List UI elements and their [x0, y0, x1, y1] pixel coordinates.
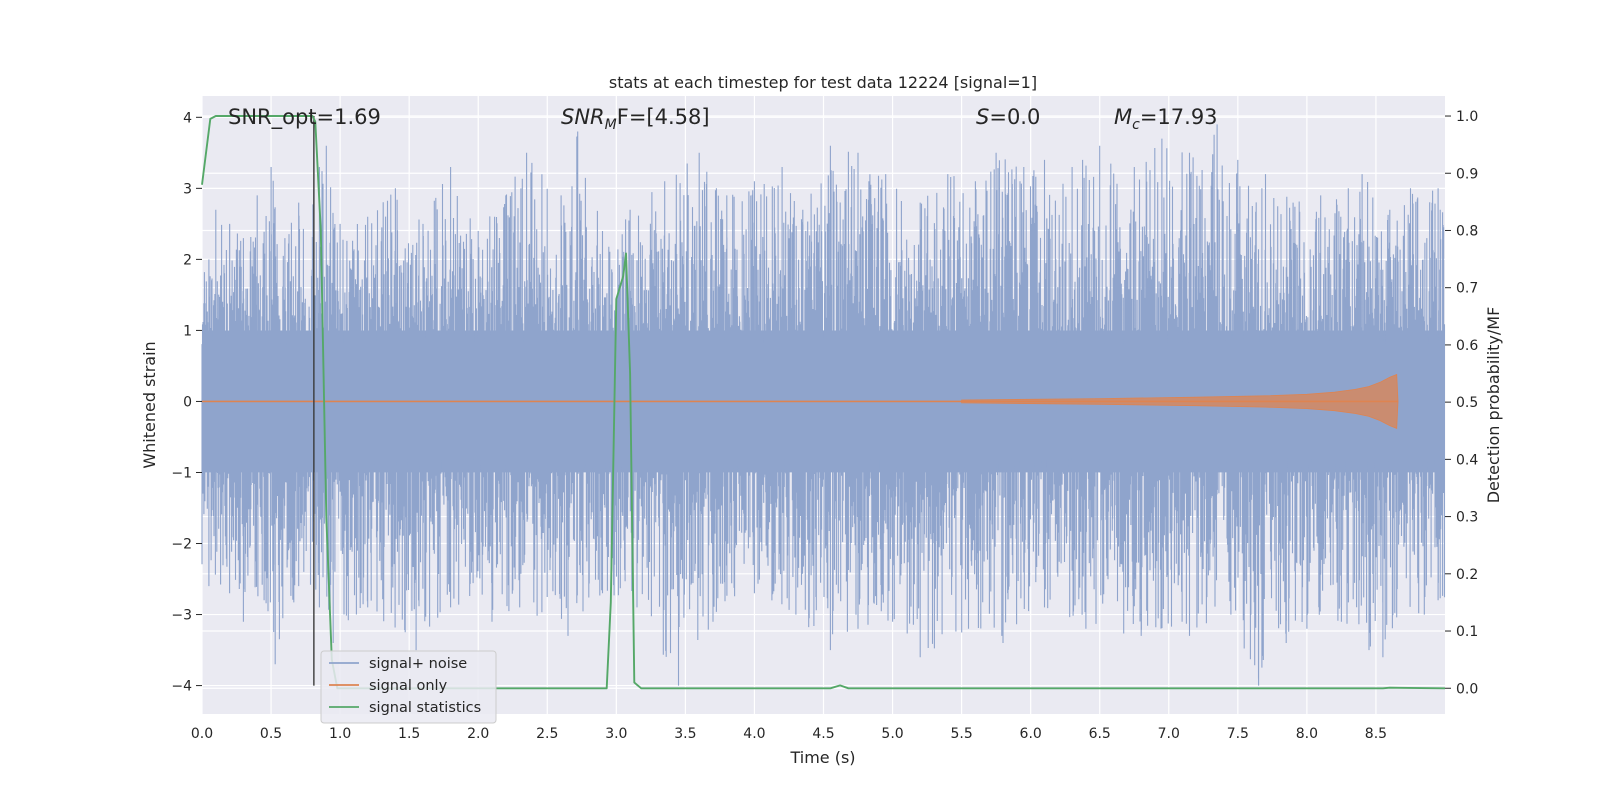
x-tick-label: 4.0: [743, 726, 765, 742]
y-left-tick-label: 3: [183, 181, 192, 197]
x-tick-label: 1.5: [398, 726, 420, 742]
y-right-tick-label: 0.6: [1456, 338, 1478, 354]
signal-only-chirp: [961, 373, 1399, 429]
y-right-tick-label: 0.8: [1456, 223, 1478, 239]
y-right-tick-label: 0.5: [1456, 395, 1478, 411]
y-right-tick-label: 0.3: [1456, 510, 1478, 526]
x-tick-label: 0.5: [260, 726, 282, 742]
y-right-tick-label: 0.4: [1456, 452, 1478, 468]
y-axis-left-label: Whitened strain: [140, 341, 159, 468]
signal-statistics-series: [201, 115, 1446, 690]
y-left-tick-label: 0: [183, 394, 192, 410]
legend-label-signal-only: signal only: [369, 678, 448, 694]
x-tick-label: 4.5: [812, 726, 834, 742]
annotation-snr-opt: SNR_opt=1.69: [228, 105, 381, 130]
x-tick-label: 8.0: [1296, 726, 1318, 742]
x-tick-label: 5.0: [881, 726, 903, 742]
annotation-mc-symbol: M: [1114, 105, 1132, 129]
x-tick-label: 1.0: [329, 726, 351, 742]
x-tick-label: 5.5: [950, 726, 972, 742]
y-left-tick-label: −2: [171, 537, 192, 553]
legend-box: [320, 650, 497, 724]
y-right-tick-label: 0.1: [1456, 624, 1478, 640]
annotation-mc-subscript: c: [1132, 117, 1140, 133]
annotation-snr-mf-value: F=[4.58]: [617, 105, 710, 129]
annotation-snr-mf: SNRMF=[4.58]: [561, 105, 710, 133]
annotation-s-symbol: S: [976, 105, 989, 129]
signal-statistics-line: [201, 115, 1446, 690]
x-tick-label: 3.0: [605, 726, 627, 742]
x-axis-label: Time (s): [789, 748, 855, 767]
x-tick-label: 7.5: [1227, 726, 1249, 742]
x-tick-label: 0.0: [191, 726, 213, 742]
x-tick-label: 2.0: [467, 726, 489, 742]
x-tick-label: 7.0: [1158, 726, 1180, 742]
y-right-tick-label: 1.0: [1456, 109, 1478, 125]
y-axis-right-label: Detection probability/MF: [1484, 307, 1503, 504]
y-right-tick-label: 0.2: [1456, 567, 1478, 583]
annotation-s: S=0.0: [976, 105, 1040, 129]
y-left-tick-label: −4: [171, 679, 192, 695]
annotation-mc: Mc=17.93: [1114, 105, 1218, 133]
x-tick-label: 3.5: [674, 726, 696, 742]
y-left-tick-label: −3: [171, 608, 192, 624]
legend-label-signal-noise: signal+ noise: [369, 656, 467, 672]
signal-only-series: [202, 373, 1399, 429]
chart-title: stats at each timestep for test data 122…: [609, 73, 1037, 92]
y-right-tick-label: 0.9: [1456, 166, 1478, 182]
x-tick-label: 8.5: [1365, 726, 1387, 742]
legend: signal+ noise signal only signal statist…: [320, 650, 497, 724]
y-right-tick-label: 0.7: [1456, 281, 1478, 297]
x-tick-label: 2.5: [536, 726, 558, 742]
annotation-mc-value: =17.93: [1140, 105, 1218, 129]
y-left-tick-label: 2: [183, 252, 192, 268]
y-left-tick-label: 4: [183, 110, 192, 126]
legend-label-signal-statistics: signal statistics: [369, 700, 481, 716]
x-axis-ticks: 0.0 0.5 1.0 1.5 2.0 2.5 3.0 3.5 4.0 4.5 5.0 5.5 6.0 6…: [191, 726, 1387, 742]
y-left-tick-label: −1: [171, 465, 192, 481]
x-tick-label: 6.5: [1089, 726, 1111, 742]
y-right-tick-label: 0.0: [1456, 681, 1478, 697]
annotation-s-value: =0.0: [989, 105, 1040, 129]
annotation-snr-mf-symbol: SNR: [561, 105, 605, 129]
annotation-snr-mf-subscript: M: [605, 117, 617, 133]
y-right-ticks: 1.0 0.9 0.8 0.7 0.6 0.5 0.4 0.3 0.2 0.1 0.0: [1445, 109, 1478, 697]
x-tick-label: 6.0: [1020, 726, 1042, 742]
y-left-ticks: 4 3 2 1 0 −1 −2 −3 −4: [171, 110, 202, 695]
y-left-tick-label: 1: [183, 323, 192, 339]
